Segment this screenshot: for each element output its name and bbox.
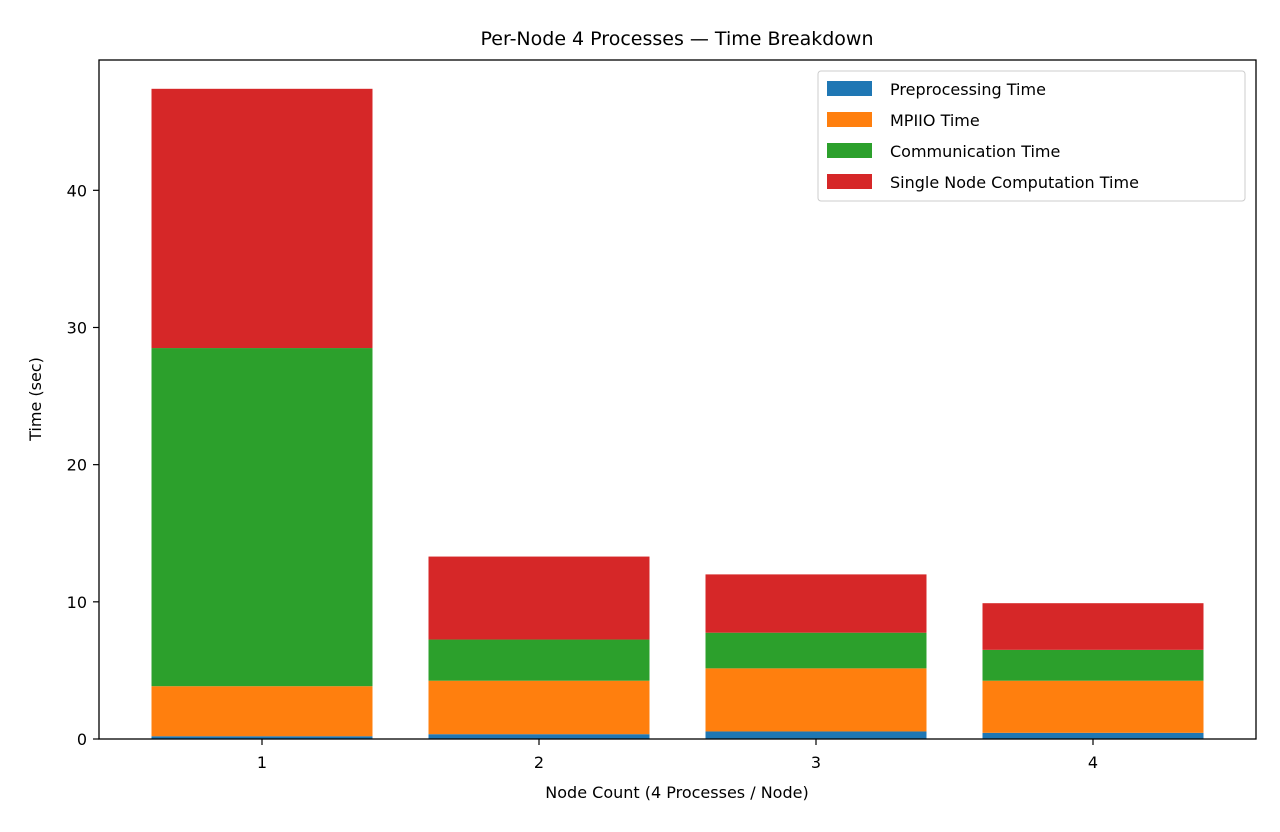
bar-segment-preprocessing-time-node-4 (982, 732, 1204, 739)
y-tick-label: 0 (77, 730, 87, 749)
y-tick-label: 10 (67, 593, 87, 612)
bar-segment-single-node-computation-time-node-3 (705, 574, 927, 633)
legend-swatch-preprocessing-time (827, 81, 872, 96)
x-axis-label: Node Count (4 Processes / Node) (545, 783, 808, 802)
bar-segment-mpiio-time-node-3 (705, 668, 927, 732)
x-tick-label: 3 (811, 753, 821, 772)
bar-segment-communication-time-node-2 (428, 639, 650, 681)
bar-segment-single-node-computation-time-node-4 (982, 603, 1204, 650)
y-tick-label: 20 (67, 456, 87, 475)
bar-segment-communication-time-node-3 (705, 632, 927, 669)
bar-segment-mpiio-time-node-4 (982, 680, 1204, 733)
bar-segment-mpiio-time-node-1 (151, 686, 373, 737)
legend-label: Preprocessing Time (890, 80, 1046, 99)
legend-swatch-mpiio-time (827, 112, 872, 127)
legend: Preprocessing Time MPIIO Time Communicatio… (817, 70, 1246, 202)
bar-segment-communication-time-node-4 (982, 649, 1204, 681)
y-axis-ticks: 0 10 20 30 40 (67, 181, 99, 749)
bar-segment-preprocessing-time-node-3 (705, 731, 927, 739)
bar-segment-mpiio-time-node-2 (428, 680, 650, 735)
legend-label: MPIIO Time (890, 111, 980, 130)
bar-segment-preprocessing-time-node-2 (428, 734, 650, 739)
x-tick-label: 4 (1088, 753, 1098, 772)
plot-frame (98, 59, 1257, 740)
x-axis-ticks: 1 2 3 4 (257, 739, 1098, 772)
y-tick-label: 30 (67, 318, 87, 337)
bar-segment-single-node-computation-time-node-1 (151, 88, 373, 349)
legend-frame (817, 70, 1246, 202)
legend-swatch-single-node-computation-time (827, 174, 872, 189)
x-tick-label: 2 (534, 753, 544, 772)
bar-segment-preprocessing-time-node-1 (151, 736, 373, 739)
bar-segment-communication-time-node-1 (151, 348, 373, 687)
legend-label: Single Node Computation Time (890, 173, 1139, 192)
bar-segment-single-node-computation-time-node-2 (428, 556, 650, 640)
y-tick-label: 40 (67, 181, 87, 200)
legend-swatch-communication-time (827, 143, 872, 158)
bars-group (151, 88, 1204, 739)
y-axis-label: Time (sec) (26, 357, 45, 442)
chart-title: Per-Node 4 Processes — Time Breakdown (481, 28, 874, 50)
legend-label: Communication Time (890, 142, 1060, 161)
x-tick-label: 1 (257, 753, 267, 772)
